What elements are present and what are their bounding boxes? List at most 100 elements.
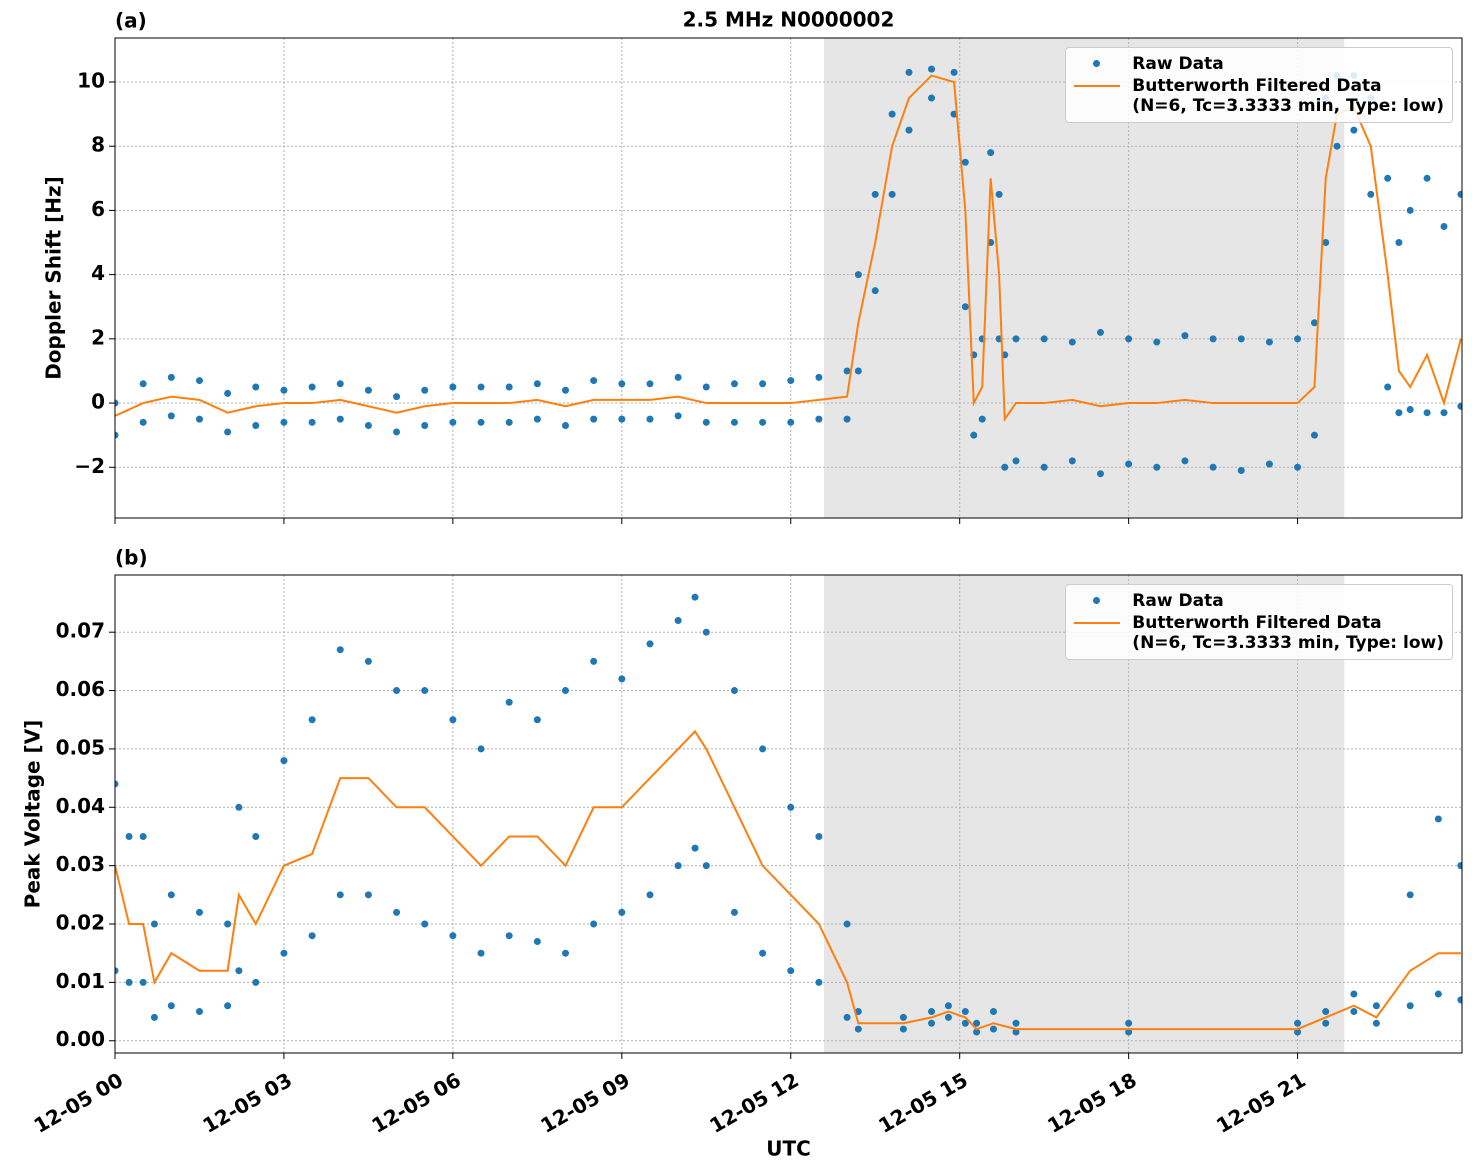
raw-point	[815, 415, 823, 423]
raw-point	[505, 383, 513, 391]
y-tick-label: 0	[91, 390, 105, 414]
legend-label: Raw Data	[1132, 54, 1224, 74]
raw-point	[730, 380, 738, 388]
raw-point	[944, 1013, 952, 1021]
x-tick-label: 12-05 00	[30, 1068, 128, 1138]
raw-point	[815, 978, 823, 986]
raw-point	[1310, 431, 1318, 439]
raw-point	[674, 617, 682, 625]
y-tick-label: 8	[91, 133, 105, 157]
raw-point	[843, 367, 851, 375]
raw-point	[1068, 457, 1076, 465]
raw-point	[590, 920, 598, 928]
x-tick-label: 12-05 21	[1212, 1068, 1310, 1138]
legend-label: Raw Data	[1132, 591, 1224, 611]
axes-frame	[114, 574, 1463, 1054]
raw-point	[1153, 338, 1161, 346]
raw-point	[1153, 463, 1161, 471]
y-tick-label: 6	[91, 197, 105, 221]
legend-key	[1074, 613, 1121, 633]
raw-point	[1440, 222, 1448, 230]
raw-point	[928, 94, 936, 102]
y-tick-label: 4	[91, 261, 105, 285]
raw-point	[815, 832, 823, 840]
raw-point	[1096, 328, 1104, 336]
raw-point	[905, 68, 913, 76]
raw-point	[449, 418, 457, 426]
y-tick-label: 10	[77, 68, 105, 92]
raw-point	[562, 687, 570, 695]
raw-point	[1265, 460, 1273, 468]
y-tick-label: −2	[74, 454, 105, 478]
raw-point	[1434, 815, 1442, 823]
x-tick-label: 12-05 03	[199, 1068, 297, 1138]
filtered-line	[115, 74, 1462, 423]
raw-point	[590, 377, 598, 385]
raw-point	[989, 1025, 997, 1033]
raw-point	[393, 393, 401, 401]
y-tick-label: 2	[91, 325, 105, 349]
raw-point	[252, 383, 260, 391]
raw-point	[759, 949, 767, 957]
raw-point	[449, 932, 457, 940]
x-tick-label: 12-05 09	[536, 1068, 634, 1138]
raw-point	[674, 373, 682, 381]
raw-point	[1209, 463, 1217, 471]
legend: Raw Data Butterworth Filtered Data (N=6, …	[1065, 47, 1453, 123]
raw-point	[336, 646, 344, 654]
legend-marker	[1074, 622, 1121, 624]
raw-point	[618, 908, 626, 916]
raw-point	[364, 657, 372, 665]
raw-point	[970, 431, 978, 439]
raw-point	[1294, 463, 1302, 471]
raw-point	[854, 271, 862, 279]
raw-point	[1457, 862, 1462, 870]
raw-point	[364, 422, 372, 430]
raw-point	[1096, 470, 1104, 478]
raw-point	[888, 190, 896, 198]
raw-point	[125, 832, 133, 840]
raw-point	[759, 380, 767, 388]
raw-point	[421, 687, 429, 695]
raw-point	[364, 386, 372, 394]
raw-point	[167, 1002, 175, 1010]
raw-point	[1265, 338, 1273, 346]
raw-point	[235, 803, 243, 811]
raw-point	[1395, 409, 1403, 417]
raw-point	[421, 920, 429, 928]
raw-point	[961, 1008, 969, 1016]
raw-point	[393, 687, 401, 695]
x-tick-label: 12-05 15	[874, 1068, 972, 1138]
raw-point	[195, 908, 203, 916]
y-tick-label: 0.01	[56, 969, 105, 993]
raw-point	[646, 380, 654, 388]
raw-point	[150, 920, 158, 928]
raw-point	[505, 698, 513, 706]
raw-point	[1001, 463, 1009, 471]
raw-point	[533, 716, 541, 724]
raw-point	[449, 383, 457, 391]
raw-point	[702, 418, 710, 426]
raw-point	[1294, 1028, 1302, 1036]
raw-point	[854, 367, 862, 375]
raw-point	[252, 422, 260, 430]
raw-point	[590, 415, 598, 423]
raw-point	[1372, 1019, 1380, 1027]
raw-point	[393, 908, 401, 916]
raw-point	[139, 380, 147, 388]
raw-point	[759, 745, 767, 753]
raw-point	[115, 967, 119, 975]
raw-point	[944, 1002, 952, 1010]
raw-point	[1040, 335, 1048, 343]
raw-point	[280, 757, 288, 765]
raw-point	[1322, 1008, 1330, 1016]
raw-point	[899, 1025, 907, 1033]
legend-entry: Raw Data	[1074, 591, 1444, 611]
raw-point	[505, 932, 513, 940]
raw-point	[618, 380, 626, 388]
chart-title: 2.5 MHz N0000002	[683, 8, 895, 32]
legend-key	[1074, 54, 1120, 74]
raw-point	[1406, 891, 1414, 899]
raw-point	[533, 380, 541, 388]
